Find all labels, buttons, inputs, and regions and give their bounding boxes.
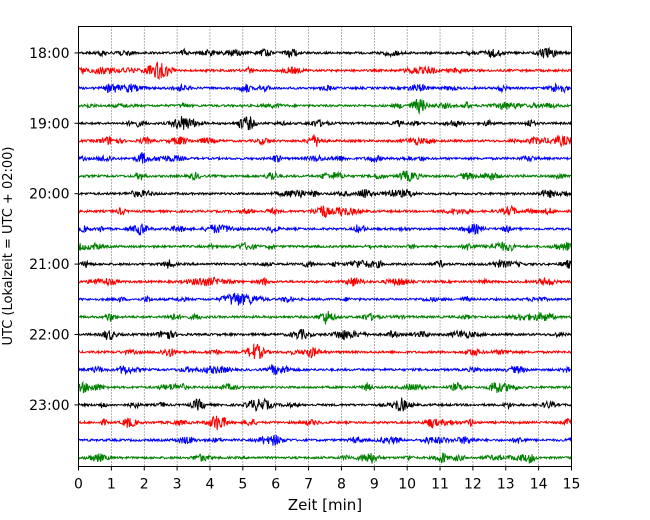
y-tick-label: 19:00 [29,116,69,132]
plot-frame [78,26,572,467]
seismic-traces [78,46,572,465]
x-axis-ticks: 0 1 2 3 4 5 6 7 8 9 10 11 12 13 14 15 [74,466,581,493]
seismic-trace [78,223,572,236]
seismic-trace [78,434,572,446]
seismic-trace [78,258,572,269]
y-axis-label: UTC (Lokalzeit = UTC + 02:00) [1,147,16,346]
y-tick-label: 18:00 [29,46,69,62]
x-tick-label: 2 [140,477,149,493]
x-tick-label: 14 [530,477,548,493]
x-tick-label: 13 [497,477,515,493]
seismic-trace [78,415,572,431]
x-tick-label: 8 [337,477,346,493]
seismic-trace [78,292,572,306]
seismic-trace [78,452,572,465]
x-tick-label: 15 [563,477,581,493]
x-tick-label: 7 [304,477,313,493]
y-tick-label: 22:00 [29,328,69,344]
x-tick-label: 12 [464,477,482,493]
seismic-trace [78,204,572,218]
x-tick-label: 5 [238,477,247,493]
x-tick-label: 3 [173,477,182,493]
seismic-trace [78,116,572,131]
seismic-trace [78,276,572,288]
seismic-trace [78,364,572,376]
x-tick-label: 11 [431,477,449,493]
x-tick-label: 4 [206,477,215,493]
seismic-trace [78,380,572,394]
seismic-trace [78,241,572,253]
x-tick-label: 10 [398,477,416,493]
x-tick-label: 0 [74,477,83,493]
y-axis-ticks: 18:00 19:00 20:00 21:00 22:00 23:00 [29,46,79,414]
seismic-trace [78,311,572,325]
x-tick-label: 6 [271,477,280,493]
seismic-trace [78,82,572,94]
seismic-trace [78,46,572,59]
seismic-trace [78,343,572,360]
x-axis-label: Zeit [min] [288,496,362,514]
y-tick-label: 20:00 [29,187,69,203]
seismic-trace [78,98,572,115]
x-tick-label: 1 [107,477,116,493]
seismic-trace [78,329,572,341]
y-tick-label: 23:00 [29,398,69,414]
seismic-trace [78,61,572,81]
y-tick-label: 21:00 [29,257,69,273]
vertical-grid [111,26,539,467]
x-tick-label: 9 [370,477,379,493]
seismic-trace [78,134,572,148]
seismic-trace [78,152,572,164]
seismic-trace [78,397,572,412]
seismic-trace [78,170,572,183]
seismic-trace [78,188,572,200]
